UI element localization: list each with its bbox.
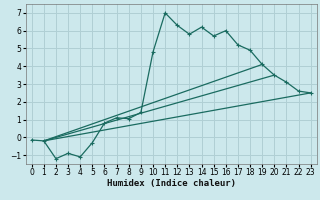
X-axis label: Humidex (Indice chaleur): Humidex (Indice chaleur) [107,179,236,188]
